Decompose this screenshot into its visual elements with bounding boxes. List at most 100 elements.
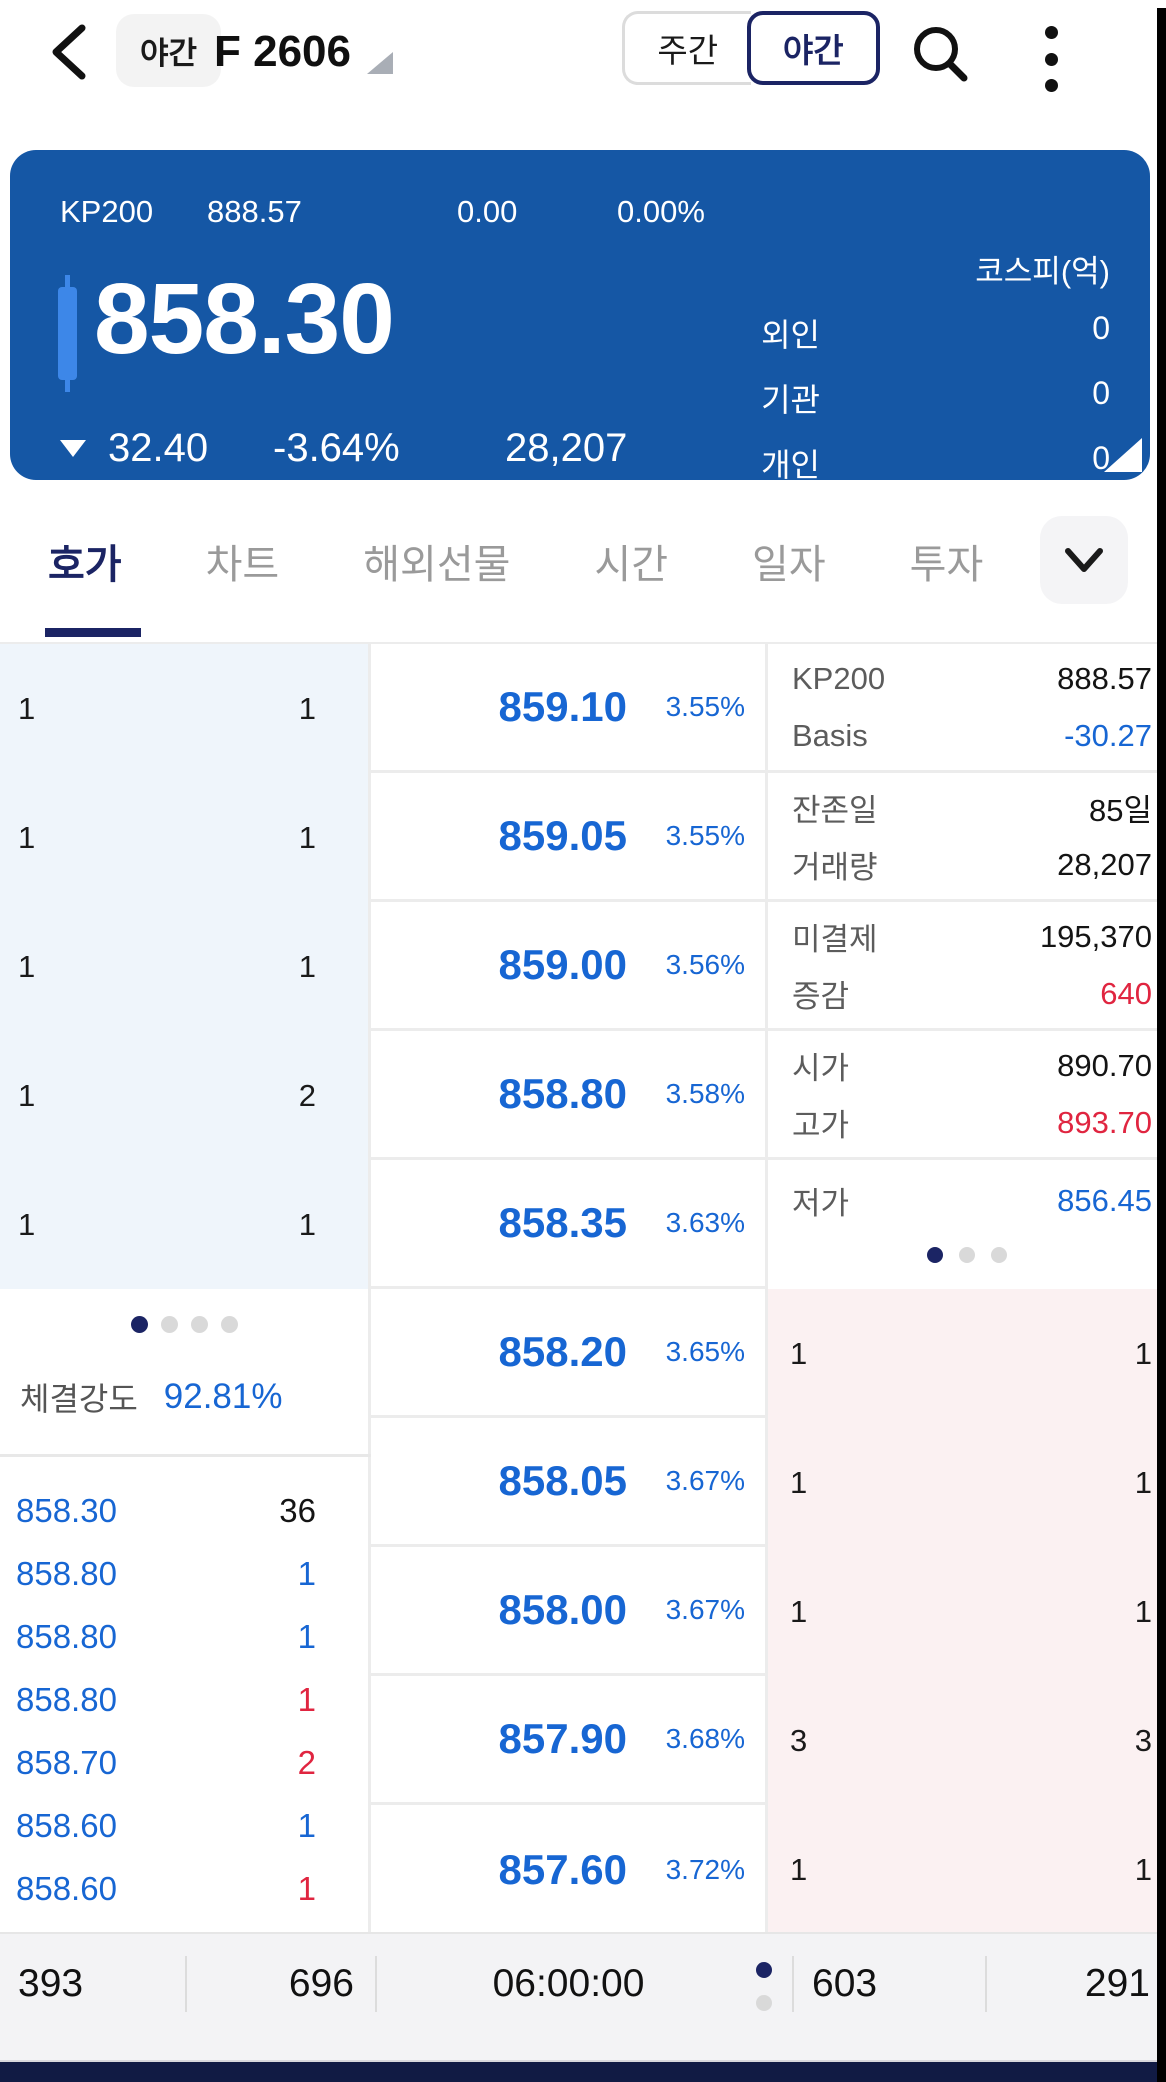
investor-row: 외인 0 xyxy=(650,310,1110,356)
ask-price: 859.05 xyxy=(498,812,627,859)
ask-price: 859.10 xyxy=(498,683,627,730)
trade-row: 858.70 2 xyxy=(0,1731,368,1794)
footer-pager[interactable] xyxy=(756,1962,772,2011)
quote-time: 06:00:00 xyxy=(492,1962,645,2005)
pager-dot xyxy=(160,1316,178,1333)
ask-qty-1: 1 xyxy=(18,1077,36,1113)
ask-qty-1: 1 xyxy=(18,819,36,855)
toggle-day-button[interactable]: 주간 xyxy=(622,11,751,85)
index-value: 888.57 xyxy=(207,194,302,229)
toggle-night-button[interactable]: 야간 xyxy=(746,11,880,85)
pager-dot xyxy=(959,1247,975,1263)
trade-qty: 1 xyxy=(297,1617,316,1655)
tab-chart[interactable]: 차트 xyxy=(205,543,280,587)
session-badge: 야간 xyxy=(116,14,222,87)
bid-price-row[interactable]: 858.20 3.65% xyxy=(371,1289,765,1418)
bid-price: 857.60 xyxy=(498,1845,627,1893)
info-label: 고가 xyxy=(792,1108,850,1143)
tab-expand-button[interactable] xyxy=(1040,516,1128,604)
kebab-dot-icon xyxy=(1044,26,1058,39)
ask-qty-row: 1 1 xyxy=(0,773,368,902)
info-value: 856.45 xyxy=(1057,1182,1152,1218)
bid-qty-1: 1 xyxy=(790,1464,808,1500)
bid-qty-row: 1 1 xyxy=(768,1805,1166,1934)
ask-qty-row: 1 1 xyxy=(0,644,368,773)
bid-qty-1: 3 xyxy=(790,1722,808,1758)
bid-pct: 3.65% xyxy=(665,1336,745,1367)
tab-time[interactable]: 시간 xyxy=(594,543,669,587)
back-button[interactable] xyxy=(42,22,98,82)
bid-price-row[interactable]: 858.00 3.67% xyxy=(371,1547,765,1676)
price-change: 32.40 xyxy=(108,426,209,470)
bid-pct: 3.67% xyxy=(665,1594,745,1625)
bid-price-row[interactable]: 857.90 3.68% xyxy=(371,1676,765,1805)
bid-qty-2: 3 xyxy=(1134,1722,1152,1758)
total-bid-count: 291 xyxy=(1084,1962,1150,2005)
bid-price-row[interactable]: 857.60 3.72% xyxy=(371,1805,765,1934)
ask-price-row[interactable]: 858.35 3.63% xyxy=(371,1160,765,1289)
index-change: 0.00 xyxy=(457,194,518,229)
ask-pct: 3.55% xyxy=(665,691,745,722)
tab-overseas-futures[interactable]: 해외선물 xyxy=(363,543,511,587)
trade-price: 858.60 xyxy=(16,1806,117,1844)
trade-qty: 36 xyxy=(279,1491,316,1529)
down-arrow-icon xyxy=(60,440,86,457)
bid-price: 858.00 xyxy=(498,1586,627,1633)
bid-qty-row: 3 3 xyxy=(768,1676,1166,1805)
ask-price-row[interactable]: 858.80 3.58% xyxy=(371,1031,765,1160)
trade-row: 858.60 1 xyxy=(0,1794,368,1857)
info-value: 28,207 xyxy=(1057,846,1152,882)
ask-price-row[interactable]: 859.05 3.55% xyxy=(371,773,765,902)
info-panel-pager[interactable] xyxy=(768,1247,1166,1271)
tab-daily[interactable]: 일자 xyxy=(752,543,826,587)
ask-price: 858.35 xyxy=(498,1199,627,1246)
info-value: 195,370 xyxy=(1039,918,1152,954)
bid-qty-1: 1 xyxy=(790,1335,808,1371)
tab-investor[interactable]: 투자 xyxy=(909,543,984,587)
info-value: 890.70 xyxy=(1057,1047,1152,1083)
bid-price-row[interactable]: 858.05 3.67% xyxy=(371,1418,765,1547)
ask-qty-2: 1 xyxy=(298,1206,316,1242)
tab-hoga[interactable]: 호가 xyxy=(48,543,122,587)
search-icon xyxy=(914,27,968,82)
ask-qty-1: 1 xyxy=(18,1206,36,1242)
bid-qty-row: 1 1 xyxy=(768,1289,1166,1418)
bid-qty-1: 1 xyxy=(790,1593,808,1629)
bid-qty-2: 1 xyxy=(1134,1851,1152,1887)
trade-price: 858.80 xyxy=(16,1554,117,1592)
ask-pct: 3.63% xyxy=(665,1207,745,1238)
ask-price-row[interactable]: 859.10 3.55% xyxy=(371,644,765,773)
bid-qty-2: 1 xyxy=(1134,1335,1152,1371)
last-price: 858.30 xyxy=(94,263,395,375)
ask-price: 859.00 xyxy=(498,941,627,988)
trade-row: 858.60 1 xyxy=(0,1857,368,1920)
page-title: F 2606 xyxy=(214,27,351,76)
divider xyxy=(985,1956,987,2012)
change-row: 32.40 -3.64% 28,207 xyxy=(60,426,627,471)
ask-price-row[interactable]: 859.00 3.56% xyxy=(371,902,765,1031)
trade-qty: 1 xyxy=(297,1806,316,1844)
ask-qty-2: 1 xyxy=(298,948,316,984)
investor-value: 0 xyxy=(1092,440,1110,476)
column-divider xyxy=(765,644,768,1934)
screen-edge-strip xyxy=(1157,8,1166,2082)
search-button[interactable] xyxy=(906,20,976,90)
info-label: KP200 xyxy=(792,660,886,696)
bottom-navy-bar xyxy=(0,2060,1166,2082)
bid-qty-row: 1 1 xyxy=(768,1547,1166,1676)
contract-selector[interactable]: F 2606 xyxy=(214,22,393,82)
more-menu-button[interactable] xyxy=(1042,26,1060,92)
trade-row: 858.80 1 xyxy=(0,1605,368,1668)
volume: 28,207 xyxy=(505,426,628,470)
kebab-dot-icon xyxy=(1044,52,1058,66)
pager-dot xyxy=(756,1995,772,2011)
pager-dot-active xyxy=(927,1247,943,1263)
ask-qty-row: 1 2 xyxy=(0,1031,368,1160)
kebab-dot-icon xyxy=(1044,79,1058,92)
ask-qty-2: 2 xyxy=(298,1077,316,1113)
trade-price: 858.60 xyxy=(16,1869,117,1907)
total-ask-count: 393 xyxy=(18,1962,84,2005)
strength-panel-pager[interactable] xyxy=(0,1316,368,1333)
trade-price: 858.30 xyxy=(16,1491,117,1529)
